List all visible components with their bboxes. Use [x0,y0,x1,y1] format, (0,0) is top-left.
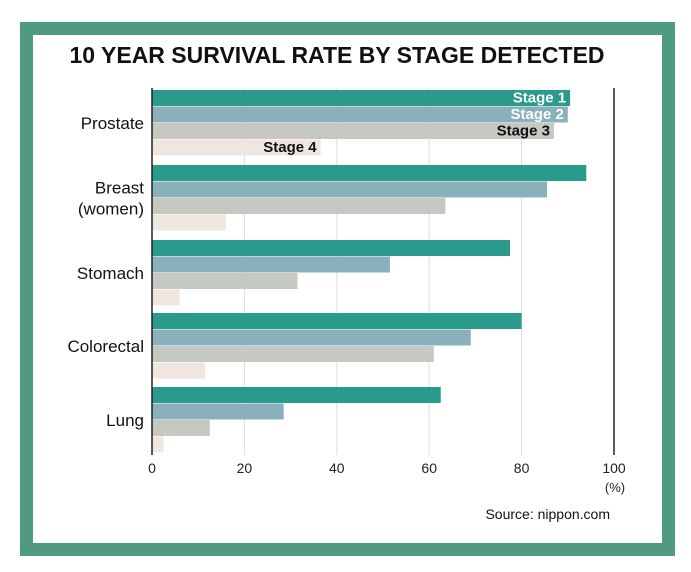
category-label: Stomach [77,264,144,283]
x-tick-label-60: 60 [421,460,437,476]
x-tick-label-40: 40 [329,460,345,476]
category-label: (women) [78,200,144,219]
category-label: Lung [106,411,144,430]
category-label: Prostate [81,114,144,133]
bar-stomach-stage-1 [152,240,511,256]
bars [152,90,587,453]
bar-colorectal-stage-1 [152,313,522,329]
x-tick-label-0: 0 [148,460,156,476]
bar-breast-women-stage-1 [152,165,587,181]
series-label-stage-1: Stage 1 [513,90,566,107]
x-tick-labels: 0 20 40 60 80 100 [148,460,626,476]
series-label-stage-4: Stage 4 [263,139,317,156]
axes [151,88,615,455]
bar-breast-women-stage-2 [152,181,548,198]
chart-title: 10 YEAR SURVIVAL RATE BY STAGE DETECTED [69,42,604,68]
category-label: Breast [95,179,144,198]
x-tick-label-20: 20 [237,460,253,476]
bar-lung-stage-2 [152,403,284,420]
bar-stomach-stage-4 [152,289,180,306]
source-note: Source: nippon.com [485,506,610,522]
bar-prostate-stage-1 [152,90,571,106]
series-label-stage-2: Stage 2 [510,106,563,123]
category-labels: Prostate Breast (women) Stomach Colorectal Lu… [67,114,144,430]
bar-colorectal-stage-4 [152,362,206,379]
bar-lung-stage-3 [152,420,210,436]
bar-breast-women-stage-4 [152,214,226,231]
bar-breast-women-stage-3 [152,198,446,214]
category-label: Colorectal [67,337,144,356]
bar-colorectal-stage-3 [152,346,434,362]
series-label-stage-3: Stage 3 [497,123,550,140]
bar-prostate-stage-3 [152,123,554,139]
bar-prostate-stage-2 [152,106,568,123]
bar-stomach-stage-2 [152,256,390,273]
x-unit-label: (%) [605,480,625,495]
x-tick-label-100: 100 [602,460,626,476]
bar-colorectal-stage-2 [152,329,471,346]
bar-lung-stage-1 [152,387,441,403]
bar-stomach-stage-3 [152,273,298,289]
bar-prostate-stage-4 [152,139,321,156]
x-tick-label-80: 80 [514,460,530,476]
bar-lung-stage-4 [152,436,164,453]
